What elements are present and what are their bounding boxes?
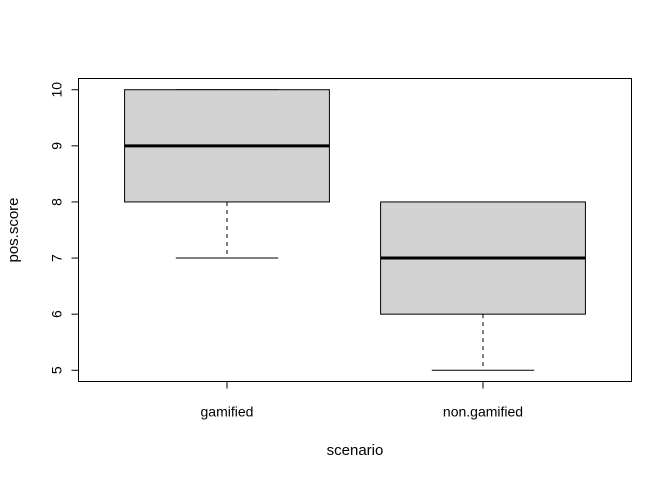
y-tick-label: 8 [48, 198, 64, 206]
x-axis: gamified non.gamified [201, 381, 523, 420]
y-axis-title: pos.score [5, 197, 22, 262]
y-tick-label: 9 [48, 142, 64, 150]
y-tick-label: 5 [48, 366, 64, 374]
box-gamified [124, 89, 330, 259]
x-tick-label-non-gamified: non.gamified [443, 404, 523, 420]
y-axis: 5 6 7 8 9 10 [48, 82, 79, 374]
x-axis-title: scenario [327, 442, 384, 459]
x-tick-label-gamified: gamified [201, 404, 254, 420]
y-tick-label: 7 [48, 254, 64, 262]
y-tick-label: 10 [48, 82, 64, 98]
box-non-gamified [380, 201, 586, 371]
y-tick-label: 6 [48, 310, 64, 318]
boxes-group [124, 89, 586, 371]
